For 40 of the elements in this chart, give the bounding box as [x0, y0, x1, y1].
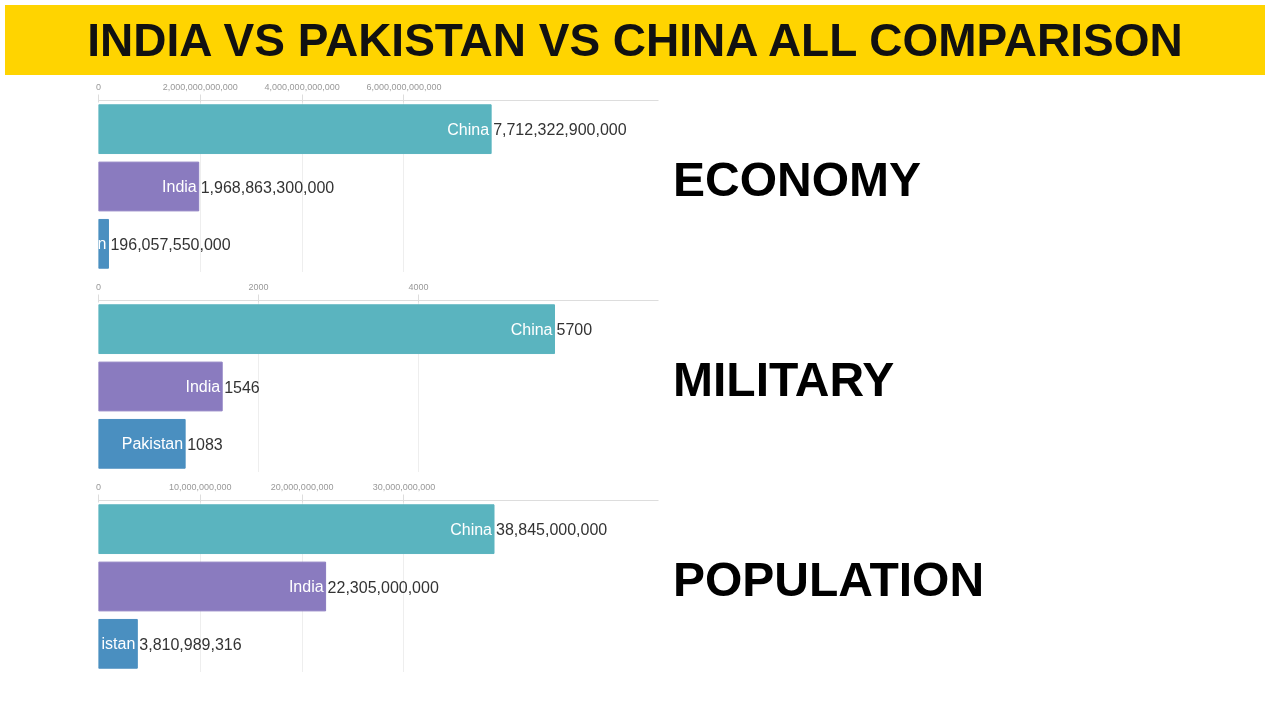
bar	[98, 504, 495, 555]
bar	[98, 304, 555, 355]
y-tick-label: India	[288, 578, 324, 595]
bar	[98, 561, 327, 612]
data-label: 7,712,322,900,000	[493, 121, 627, 139]
x-tick-label: 2,000,000,000,000	[162, 81, 238, 92]
y-tick-label: China	[447, 120, 490, 138]
x-tick-label: 4,000,000,000,000	[264, 81, 340, 92]
y-tick-label: Pakistan	[121, 435, 184, 453]
x-tick-label: 4000	[408, 281, 429, 292]
bar	[98, 104, 492, 155]
x-tick-label: 0	[96, 281, 102, 292]
x-tick-label: 0	[96, 81, 102, 92]
bar	[98, 418, 186, 469]
x-tick-label: 2000	[248, 281, 269, 292]
data-label: 3,810,989,316	[139, 635, 242, 653]
y-tick-label: India	[162, 178, 197, 195]
data-label: 5700	[556, 321, 593, 339]
data-label: 1,968,863,300,000	[200, 178, 335, 196]
data-label: 1083	[187, 435, 223, 453]
y-tick-label: n	[97, 235, 107, 253]
text: ECONOMY	[673, 152, 922, 208]
x-tick-label: 0	[96, 481, 102, 492]
x-tick-label: 10,000,000,000	[169, 481, 232, 492]
x-tick-label: 30,000,000,000	[372, 481, 436, 492]
data-label: 196,057,550,000	[110, 235, 231, 253]
x-tick-label: 6,000,000,000,000	[366, 81, 442, 92]
y-tick-label: India	[185, 378, 221, 395]
data-label: 22,305,000,000	[327, 578, 439, 596]
y-tick-label: China	[450, 520, 493, 538]
x-tick-label: 20,000,000,000	[270, 481, 334, 492]
text: POPULATION	[673, 552, 985, 608]
bar	[98, 161, 200, 212]
text: INDIA VS PAKISTAN VS CHINA ALL COMPARISON	[87, 13, 1183, 68]
y-tick-label: China	[510, 320, 553, 338]
text: MILITARY	[673, 352, 895, 408]
y-tick-label: istan	[101, 635, 136, 653]
data-label: 38,845,000,000	[496, 521, 608, 539]
data-label: 1546	[224, 378, 260, 396]
bar	[98, 361, 223, 412]
